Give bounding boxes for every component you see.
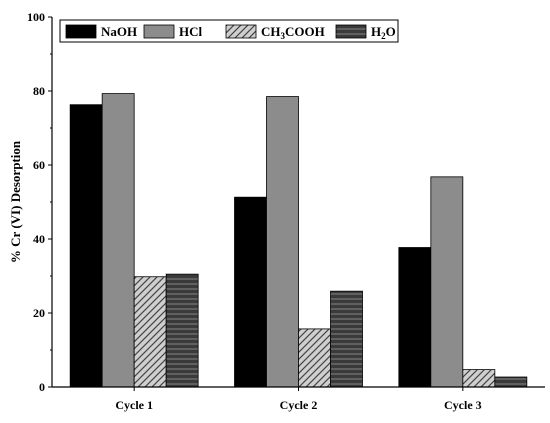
x-tick-label-cycle-2: Cycle 2 — [280, 398, 318, 412]
bar-h2o-cycle-3 — [494, 376, 528, 388]
bar-ch3cooh-cycle-3 — [462, 369, 496, 388]
bar-naoh-cycle-3 — [398, 247, 432, 388]
y-tick-label-80: 80 — [33, 84, 45, 98]
y-tick-label-60: 60 — [33, 158, 45, 172]
legend-swatch-ch3cooh — [225, 24, 257, 39]
y-tick-label-20: 20 — [33, 306, 45, 320]
legend-swatch-hcl — [143, 24, 175, 39]
bar-h2o-cycle-2 — [330, 290, 363, 388]
bar-h2o-cycle-1 — [165, 273, 199, 388]
bar-ch3cooh-cycle-2 — [298, 328, 331, 388]
x-tick-label-cycle-1: Cycle 1 — [115, 398, 153, 412]
bar-hcl-cycle-1 — [101, 93, 135, 388]
y-axis-title: % Cr (VI) Desorption — [8, 140, 23, 263]
legend-swatch-naoh — [65, 24, 97, 39]
legend-label-ch3cooh: CH3COOH — [261, 24, 325, 41]
legend-item-naoh: NaOH — [65, 24, 137, 39]
legend-item-ch3cooh: CH3COOH — [225, 24, 325, 41]
x-tick-label-cycle-3: Cycle 3 — [444, 398, 482, 412]
bar-hcl-cycle-2 — [266, 96, 299, 388]
bar-naoh-cycle-1 — [69, 104, 103, 388]
legend-item-h2o: H2O — [335, 24, 396, 41]
legend-label-h2o: H2O — [371, 24, 396, 41]
bar-naoh-cycle-2 — [234, 196, 267, 388]
y-tick-label-100: 100 — [27, 10, 45, 24]
bar-ch3cooh-cycle-1 — [133, 276, 167, 388]
legend-label-naoh: NaOH — [101, 24, 137, 39]
legend-item-hcl: HCl — [143, 24, 203, 39]
legend-label-hcl: HCl — [179, 24, 203, 39]
y-tick-label-0: 0 — [39, 380, 45, 394]
y-tick-label-40: 40 — [33, 232, 45, 246]
legend-swatch-h2o — [335, 24, 367, 39]
bar-hcl-cycle-3 — [430, 176, 464, 388]
